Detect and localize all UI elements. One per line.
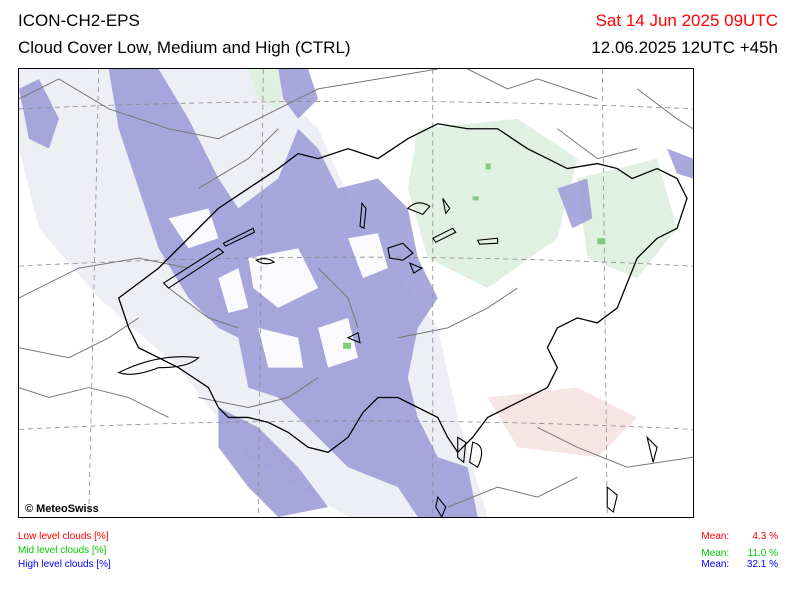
mean-mid-level: Mean: 11.0 % [701,548,778,560]
mean-high-label: Mean: [701,559,730,570]
mean-mid-label: Mean: [701,548,730,559]
cloud-cover-map: © MeteoSwiss [18,68,694,518]
legend-low-level-clouds: Low level clouds [%] [18,531,109,542]
low-level-cloud-areas [487,387,638,458]
mid-level-cloud-areas [248,69,678,289]
mean-high-level: Mean: 32.1 % [701,559,778,571]
mid-cloud-specks [343,163,606,349]
model-name: ICON-CH2-EPS [18,11,140,30]
mean-low-level: Mean: 4.3 % [701,531,778,543]
lat-lon-grid [19,69,693,517]
product-title: Cloud Cover Low, Medium and High (CTRL) [18,38,351,57]
mean-low-value: 4.3 % [752,531,778,542]
legend-high-level-clouds: High level clouds [%] [18,559,111,570]
valid-time: Sat 14 Jun 2025 09UTC [595,11,778,30]
run-time: 12.06.2025 12UTC +45h [591,38,778,57]
map-canvas: © MeteoSwiss [19,69,693,517]
region-borders [19,69,693,508]
cloud-gaps [168,208,388,368]
lakes [117,198,658,517]
legend-mid-level-clouds: Mid level clouds [%] [18,545,107,556]
mean-mid-value: 11.0 % [747,548,778,559]
copyright-label: © MeteoSwiss [25,503,99,515]
national-border [117,123,688,454]
mean-high-value: 32.1 % [746,559,778,570]
mean-low-label: Mean: [701,531,730,542]
